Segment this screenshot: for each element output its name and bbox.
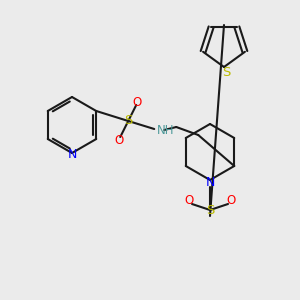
- Text: NH: NH: [157, 124, 175, 137]
- Text: S: S: [206, 203, 214, 217]
- Text: O: O: [226, 194, 236, 208]
- Text: O: O: [115, 134, 124, 146]
- Text: S: S: [222, 65, 230, 79]
- Text: O: O: [184, 194, 194, 208]
- Text: S: S: [124, 115, 132, 128]
- Text: N: N: [205, 176, 215, 188]
- Text: O: O: [133, 95, 142, 109]
- Text: N: N: [67, 148, 77, 160]
